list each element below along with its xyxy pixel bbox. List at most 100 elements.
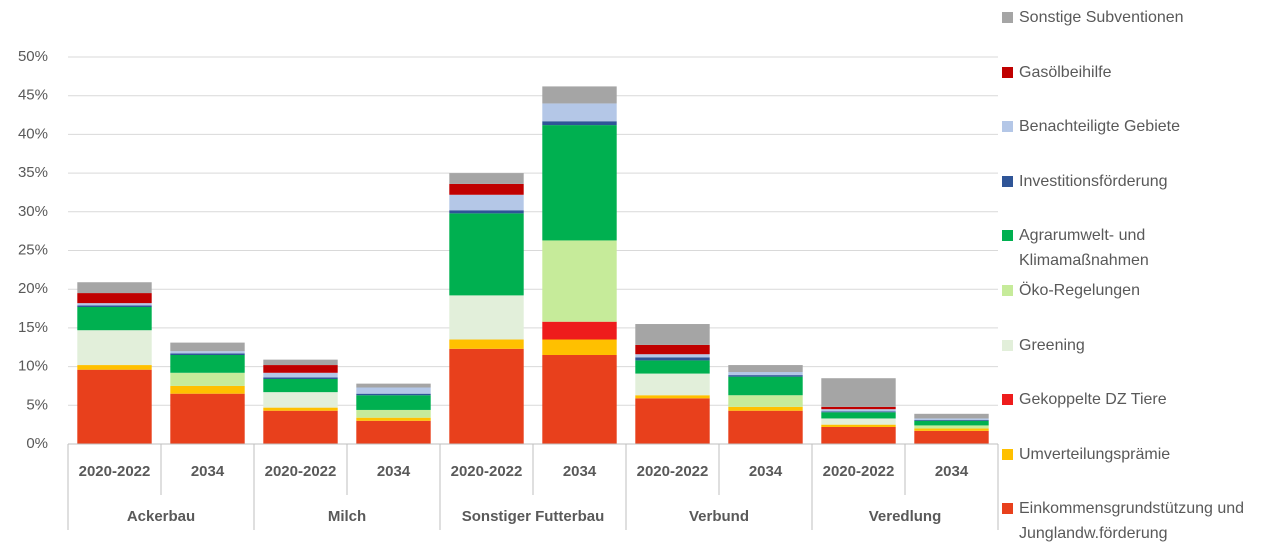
bar-segment bbox=[914, 418, 989, 421]
x-tick-label: 2034 bbox=[191, 463, 225, 480]
bar-segment bbox=[449, 210, 524, 214]
legend-item: Öko-Regelungen bbox=[1002, 278, 1259, 303]
legend-swatch bbox=[1002, 12, 1013, 23]
bar-segment bbox=[821, 409, 896, 412]
y-tick-label: 35% bbox=[18, 164, 48, 181]
bar-segment bbox=[914, 430, 989, 444]
plot: 0% 5% 10% 15% 20% 25% 30% 35% 40% 45% 50% 2020-2022… bbox=[18, 48, 999, 530]
bar-segment bbox=[728, 406, 803, 411]
y-tick-label: 5% bbox=[26, 396, 48, 413]
bar-segment bbox=[77, 330, 152, 366]
legend-item: Einkommensgrundstützung und Junglandw.fö… bbox=[1002, 496, 1259, 544]
bar-segment bbox=[449, 173, 524, 184]
bar-segment bbox=[635, 357, 710, 361]
y-tick-label: 20% bbox=[18, 280, 48, 297]
bar-segment bbox=[77, 307, 152, 331]
y-tick-label: 10% bbox=[18, 358, 48, 375]
group-label: Sonstiger Futterbau bbox=[462, 508, 605, 525]
legend-swatch bbox=[1002, 175, 1013, 187]
bar-segment bbox=[542, 86, 617, 104]
legend-item: Agrarumwelt- und Klimamaßnahmen bbox=[1002, 223, 1259, 273]
bar-segment bbox=[821, 378, 896, 407]
legend-label: Investitionsförderung bbox=[1019, 172, 1168, 190]
legend-item: Greening bbox=[1002, 333, 1259, 358]
y-tick-label: 40% bbox=[18, 125, 48, 142]
bar-segment bbox=[542, 354, 617, 444]
bar-segment bbox=[77, 282, 152, 294]
bar-segment bbox=[449, 295, 524, 340]
legend-label: Greening bbox=[1019, 336, 1085, 354]
bar-segment bbox=[821, 412, 896, 419]
x-tick-label: 2034 bbox=[935, 463, 969, 480]
x-tick-label: 2034 bbox=[749, 463, 783, 480]
y-tick-label: 25% bbox=[18, 241, 48, 258]
legend-swatch bbox=[1002, 285, 1013, 296]
y-tick-label: 15% bbox=[18, 319, 48, 336]
bar-segment bbox=[170, 393, 245, 444]
y-tick-label: 45% bbox=[18, 87, 48, 104]
bar-segment bbox=[449, 348, 524, 444]
x-tick-label: 2020-2022 bbox=[823, 463, 895, 480]
bar-segment bbox=[728, 372, 803, 376]
bar-segment bbox=[821, 426, 896, 444]
x-tick-label: 2020-2022 bbox=[79, 463, 151, 480]
group-label: Veredlung bbox=[869, 508, 942, 525]
bar-segment bbox=[635, 344, 710, 355]
legend-item: Gekoppelte DZ Tiere bbox=[1002, 387, 1259, 412]
legend-swatch bbox=[1002, 448, 1013, 460]
group-label: Verbund bbox=[689, 508, 749, 525]
bar-segment bbox=[356, 409, 431, 418]
x-tick-label: 2034 bbox=[563, 463, 597, 480]
bar-segment bbox=[635, 360, 710, 374]
bar-segment bbox=[356, 393, 431, 396]
legend-item: Umverteilungsprämie bbox=[1002, 442, 1259, 467]
bar-segment bbox=[170, 351, 245, 354]
bar-segment bbox=[77, 305, 152, 308]
y-tick-label: 0% bbox=[26, 435, 48, 452]
bar-segment bbox=[356, 395, 431, 410]
bar-segment bbox=[728, 365, 803, 373]
bar-segment bbox=[449, 339, 524, 349]
legend-label: Öko-Regelungen bbox=[1019, 282, 1140, 299]
bar-segment bbox=[728, 395, 803, 407]
bar-segment bbox=[449, 213, 524, 296]
bar-segment bbox=[635, 373, 710, 396]
bar-segment bbox=[635, 324, 710, 345]
bar-segment bbox=[821, 418, 896, 425]
legend-label: Sonstige Subventionen bbox=[1019, 9, 1184, 26]
bar-segment bbox=[635, 398, 710, 444]
bar-segment bbox=[356, 383, 431, 388]
bar-segment bbox=[263, 407, 338, 411]
bar-segment bbox=[914, 420, 989, 421]
bar-segment bbox=[77, 369, 152, 444]
legend-item: Gasölbeihilfe bbox=[1002, 60, 1259, 85]
bar-segment bbox=[821, 411, 896, 413]
legend-item: Sonstige Subventionen bbox=[1002, 5, 1259, 30]
legend-swatch bbox=[1002, 394, 1013, 406]
legend-swatch bbox=[1002, 230, 1013, 242]
bar-segment bbox=[635, 354, 710, 358]
legend-swatch bbox=[1002, 339, 1013, 351]
legend-label: Agrarumwelt- und Klimamaßnahmen bbox=[1019, 227, 1149, 270]
bar-segment bbox=[263, 365, 338, 373]
bar-segment bbox=[77, 365, 152, 370]
bar-segment bbox=[542, 321, 617, 340]
bar-segment bbox=[77, 293, 152, 304]
bar-segment bbox=[542, 125, 617, 241]
bar-segment bbox=[356, 387, 431, 394]
bar-segment bbox=[635, 395, 710, 399]
legend-swatch bbox=[1002, 66, 1013, 78]
legend-label: Gekoppelte DZ Tiere bbox=[1019, 391, 1167, 409]
bar-segment bbox=[170, 353, 245, 355]
bar-segment bbox=[170, 372, 245, 386]
bar-segment bbox=[170, 342, 245, 352]
group-label: Ackerbau bbox=[127, 508, 195, 525]
bar-segment bbox=[263, 377, 338, 379]
group-label: Milch bbox=[328, 508, 366, 525]
legend-label: Einkommensgrundstützung und Junglandw.fö… bbox=[1019, 500, 1245, 543]
legend-swatch bbox=[1002, 503, 1013, 515]
bar-segment bbox=[914, 413, 989, 419]
bar-segment bbox=[542, 339, 617, 355]
x-tick-label: 2034 bbox=[377, 463, 411, 480]
